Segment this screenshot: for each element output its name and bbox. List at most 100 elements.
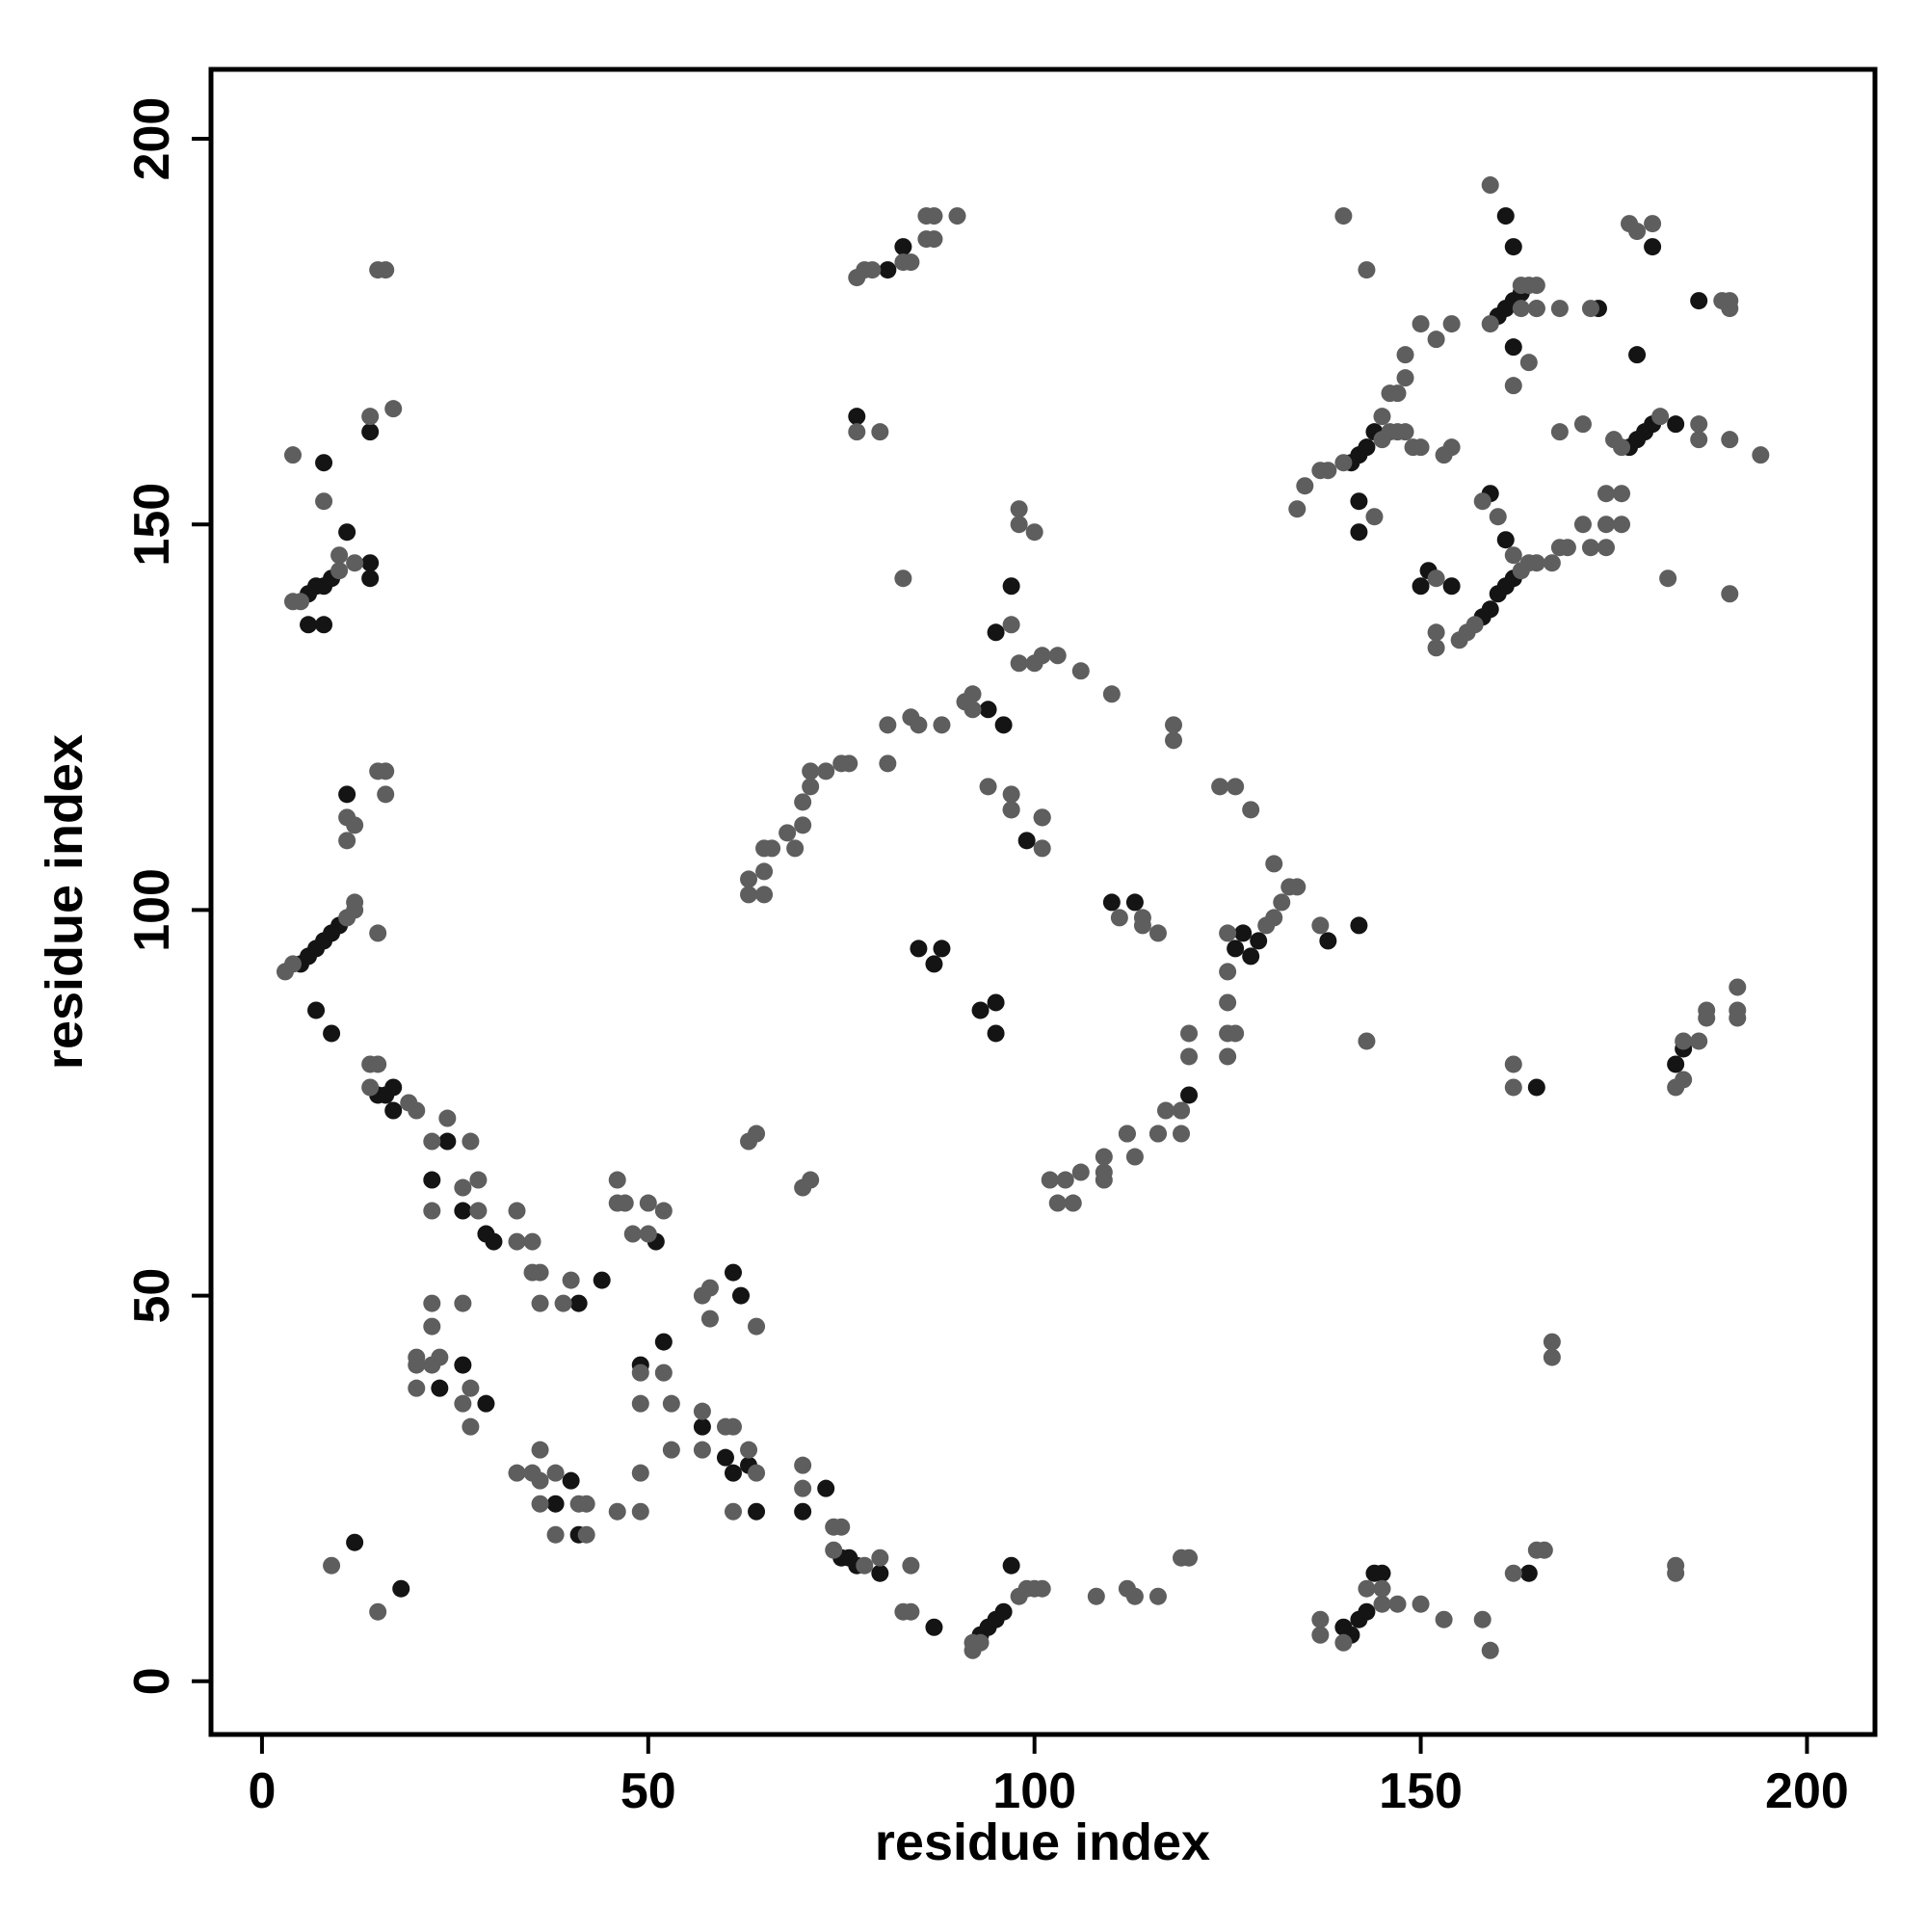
point (384, 1101, 403, 1120)
point (523, 1232, 541, 1251)
point (994, 1602, 1013, 1621)
point (408, 1379, 426, 1397)
point (1473, 492, 1491, 511)
point (1388, 1595, 1407, 1613)
point (569, 1294, 588, 1312)
x-tick-label: 100 (992, 1763, 1076, 1819)
point (1118, 1125, 1136, 1143)
point (1350, 492, 1368, 511)
point (639, 1225, 657, 1243)
point (338, 785, 356, 804)
point (1056, 1171, 1074, 1189)
point (462, 1417, 480, 1436)
point (948, 207, 966, 225)
point (1071, 1163, 1090, 1181)
point (1148, 924, 1167, 942)
point (786, 839, 805, 858)
point (616, 1194, 634, 1212)
point (1242, 801, 1260, 819)
point (740, 886, 758, 904)
point (1628, 223, 1647, 241)
point (462, 1132, 480, 1151)
point (662, 1394, 680, 1413)
point (1334, 454, 1353, 472)
point (1350, 916, 1368, 935)
point (1250, 932, 1268, 950)
point (825, 1541, 843, 1559)
point (408, 1356, 426, 1374)
point (1496, 207, 1515, 225)
point (1504, 238, 1522, 256)
point (1550, 300, 1569, 318)
point (377, 762, 395, 781)
point (1350, 523, 1368, 542)
point (1412, 577, 1430, 595)
point (1002, 801, 1020, 819)
point (1095, 1148, 1113, 1166)
point (454, 1178, 472, 1197)
point (933, 716, 951, 734)
point (508, 1464, 526, 1482)
point (871, 1548, 889, 1567)
point (740, 1441, 758, 1459)
point (1110, 909, 1128, 927)
point (1041, 1171, 1059, 1189)
point (971, 1001, 990, 1019)
point (338, 523, 356, 542)
point (1242, 947, 1260, 966)
point (423, 1202, 441, 1220)
point (377, 785, 395, 804)
point (577, 1525, 595, 1544)
point (748, 1317, 766, 1336)
point (1752, 446, 1770, 464)
point (1481, 315, 1499, 333)
point (879, 716, 897, 734)
point (315, 616, 333, 634)
point (1721, 431, 1739, 449)
point (454, 1202, 472, 1220)
point (1227, 940, 1245, 958)
point (1527, 277, 1545, 295)
point (1504, 1055, 1522, 1073)
point (1435, 1610, 1453, 1628)
point (1512, 300, 1530, 318)
point (1613, 485, 1631, 503)
point (1427, 569, 1445, 588)
point (1227, 778, 1245, 796)
point (554, 1294, 572, 1312)
point (1358, 438, 1376, 457)
point (1496, 531, 1515, 549)
point (546, 1495, 565, 1513)
point (1234, 924, 1253, 942)
point (531, 1294, 549, 1312)
x-tick-label: 200 (1765, 1763, 1849, 1819)
x-axis-title: residue index (875, 1813, 1210, 1871)
point (1489, 508, 1507, 526)
point (531, 1263, 549, 1282)
point (1690, 415, 1708, 434)
point (1095, 1171, 1113, 1189)
point (817, 1479, 835, 1497)
point (1358, 1602, 1376, 1621)
point (1651, 408, 1670, 426)
point (361, 423, 380, 441)
point (1219, 1047, 1237, 1066)
point (700, 1310, 719, 1328)
point (384, 1078, 403, 1097)
point (987, 1024, 1005, 1043)
point (346, 816, 364, 834)
point (423, 1132, 441, 1151)
point (315, 454, 333, 472)
point (546, 1464, 565, 1482)
point (724, 1417, 742, 1436)
point (1675, 1032, 1693, 1050)
point (315, 492, 333, 511)
point (1628, 346, 1647, 364)
point (732, 1286, 751, 1305)
point (1396, 346, 1414, 364)
point (794, 816, 812, 834)
point (1527, 554, 1545, 572)
point (748, 1502, 766, 1521)
point (454, 1356, 472, 1374)
